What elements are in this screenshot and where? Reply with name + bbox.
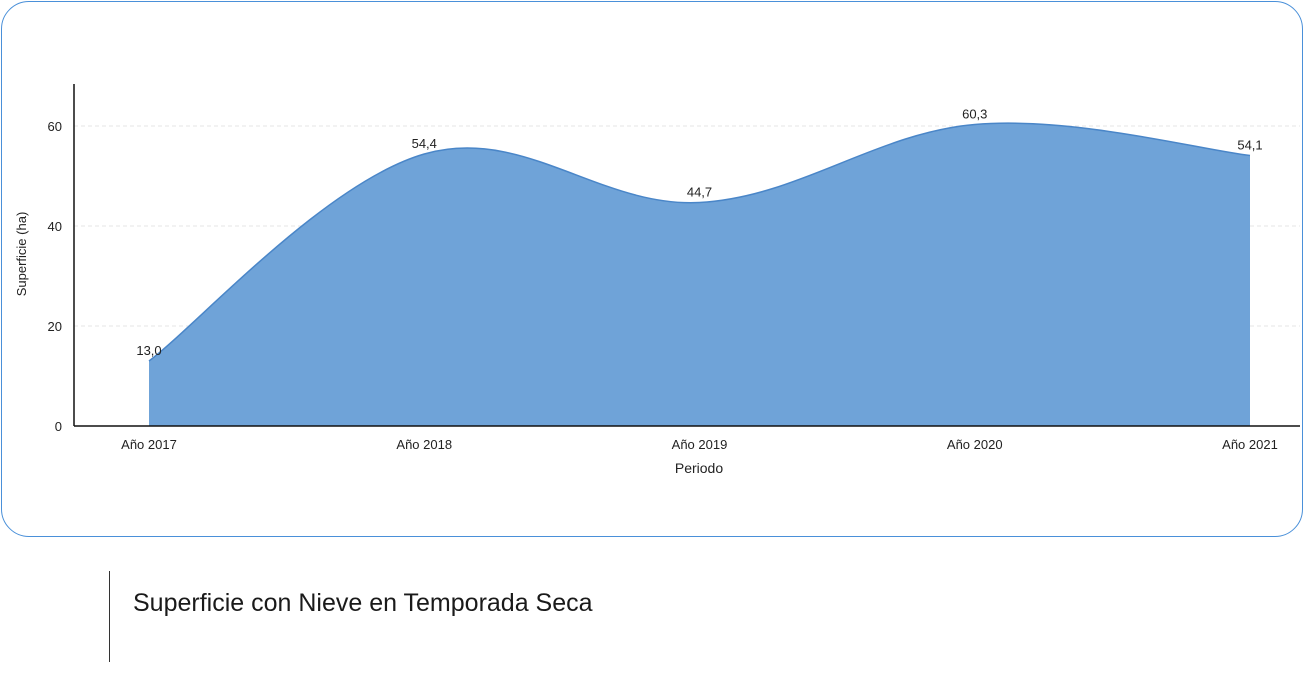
- data-label: 54,4: [412, 136, 437, 151]
- area-series: [148, 122, 1251, 426]
- x-axis: Año 2017 Año 2018 Año 2019 Año 2020 Año 2021: [74, 425, 1300, 452]
- y-axis-title: Superficie (ha): [14, 212, 29, 297]
- chart-caption: Superficie con Nieve en Temporada Seca: [133, 589, 593, 617]
- x-tick-label: Año 2018: [396, 437, 452, 452]
- chart-card: 0 20 40 60 Año 2017 Año 2018 Año 2019 Año 2020…: [1, 1, 1303, 537]
- y-tick-label: 40: [48, 219, 62, 234]
- data-label: 13,0: [136, 343, 161, 358]
- area-chart: 0 20 40 60 Año 2017 Año 2018 Año 2019 Año 2020…: [14, 84, 1300, 476]
- x-tick-label: Año 2020: [947, 437, 1003, 452]
- area-fill: [149, 123, 1250, 426]
- data-label: 54,1: [1237, 138, 1262, 153]
- y-axis: 0 20 40 60: [48, 84, 75, 434]
- x-tick-label: Año 2021: [1222, 437, 1278, 452]
- area-line: [148, 122, 1251, 362]
- x-tick-label: Año 2019: [672, 437, 728, 452]
- y-tick-label: 0: [55, 419, 62, 434]
- y-tick-label: 20: [48, 319, 62, 334]
- data-label: 44,7: [687, 185, 712, 200]
- data-labels: 13,0 54,4 44,7 60,3 54,1: [136, 107, 1262, 359]
- caption-divider: [109, 571, 110, 662]
- x-tick-label: Año 2017: [121, 437, 177, 452]
- y-tick-label: 60: [48, 119, 62, 134]
- data-label: 60,3: [962, 107, 987, 122]
- x-axis-title: Periodo: [675, 460, 723, 476]
